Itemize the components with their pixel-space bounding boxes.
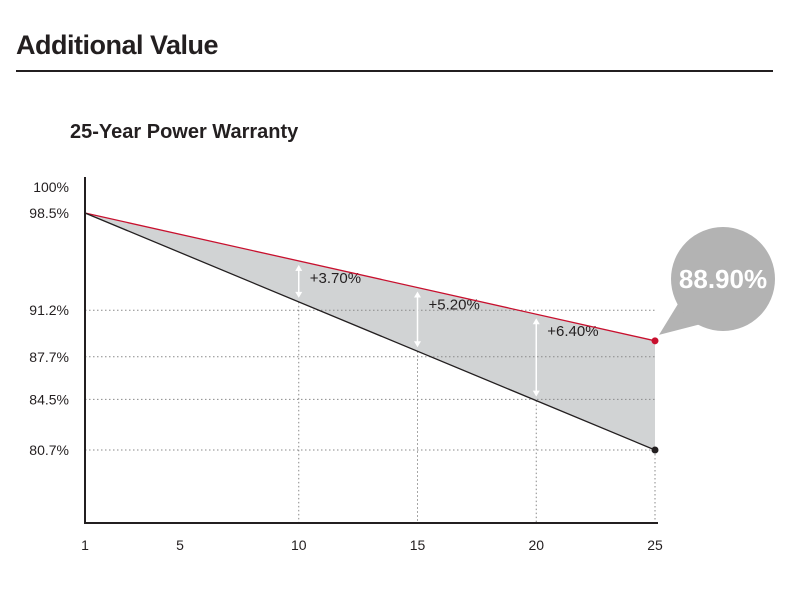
endpoint-dot-upper <box>651 337 659 345</box>
arrow-head-down <box>414 341 421 348</box>
x-tick-label: 20 <box>528 537 544 553</box>
y-tick-label: 91.2% <box>29 302 69 318</box>
endpoint-dot-lower <box>651 446 659 454</box>
arrow-head-down <box>295 291 303 298</box>
x-tick-label: 15 <box>410 537 426 553</box>
x-tick-label: 25 <box>647 537 663 553</box>
arrow-head-up <box>532 318 540 325</box>
y-tick-label: 98.5% <box>29 205 69 221</box>
gain-label: +3.70% <box>310 270 361 287</box>
x-tick-label: 1 <box>81 537 89 553</box>
callout-bubble <box>671 227 775 331</box>
arrow-head-down <box>532 390 540 397</box>
title-divider <box>16 70 773 72</box>
y-tick-label: 80.7% <box>29 442 69 458</box>
callout-value: 88.90% <box>679 264 767 294</box>
x-tick-label: 5 <box>176 537 184 553</box>
series-line-upper <box>84 212 656 342</box>
y-tick-label: 84.5% <box>29 391 69 407</box>
y-tick-label: 100% <box>33 179 69 195</box>
page-title: Additional Value <box>16 30 219 60</box>
callout-pointer <box>659 299 705 335</box>
arrow-head-up <box>414 291 421 298</box>
gain-label: +6.40% <box>547 323 598 340</box>
arrow-head-up <box>295 264 303 271</box>
gain-label: +5.20% <box>429 297 480 314</box>
chart-title: 25-Year Power Warranty <box>70 121 299 143</box>
series-line-lower <box>84 212 656 451</box>
x-tick-label: 10 <box>291 537 307 553</box>
y-tick-label: 87.7% <box>29 349 69 365</box>
